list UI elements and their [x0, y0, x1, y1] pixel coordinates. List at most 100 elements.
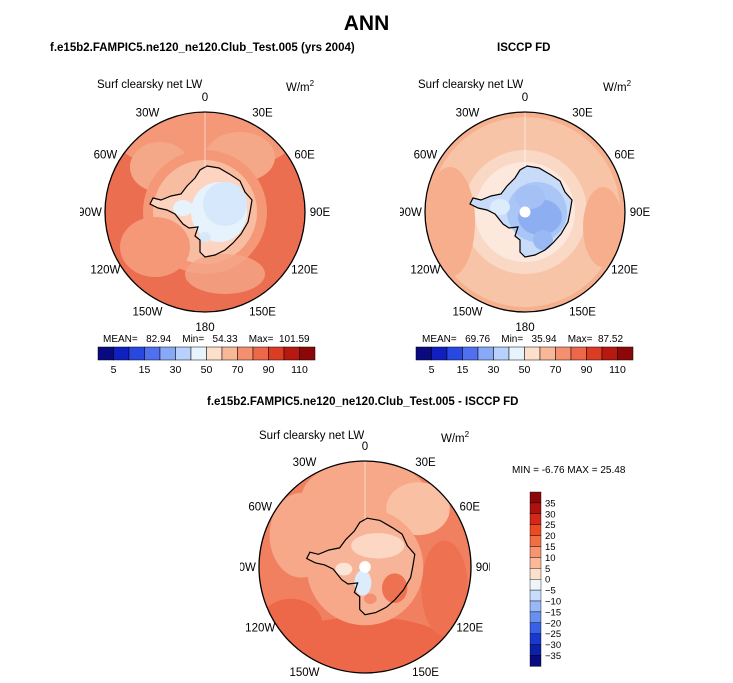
- interior-patch: [351, 533, 405, 559]
- colorbar-swatch: [529, 578, 542, 591]
- lon-label-30W: 30W: [136, 107, 160, 119]
- colorbar-label: 110: [291, 364, 308, 376]
- colorbar-swatch: [462, 346, 479, 361]
- lon-label-120E: 120E: [291, 265, 318, 277]
- colorbar-swatch: [529, 524, 542, 536]
- colorbar-label: 70: [550, 364, 562, 376]
- colorbar-label: 30: [545, 509, 556, 520]
- field-patch: [120, 217, 190, 277]
- top-right-variable-label: Surf clearsky net LW: [418, 79, 524, 91]
- colorbar-label: −35: [545, 651, 561, 662]
- colorbar-label: −25: [545, 629, 561, 640]
- antarctica-coastline: [469, 165, 573, 258]
- top-right-stats: MEAN= 69.76 Min= 35.94 Max= 87.52: [422, 334, 624, 345]
- lon-label-60W: 60W: [248, 502, 272, 514]
- top-left-polar-map: 0 30E 60E 90E 120E 150E 180 150W 120W 90W 60W 30W: [80, 92, 330, 334]
- colorbar-swatch: [529, 622, 542, 634]
- bottom-panel-title: f.e15b2.FAMPIC5.ne120_ne120.Club_Test.00…: [207, 396, 519, 408]
- colorbar-swatch: [508, 346, 525, 361]
- lon-label-90W: 90W: [400, 207, 422, 219]
- top-right-units-label: W/m2: [603, 79, 632, 94]
- top-right-panel-title: ISCCP FD: [497, 42, 551, 54]
- colorbar-label: 15: [457, 364, 469, 376]
- lon-label-0: 0: [522, 92, 528, 104]
- interior-patch: [515, 185, 545, 209]
- colorbar-swatch: [283, 346, 300, 361]
- colorbar-swatch: [252, 346, 269, 361]
- antarctica-coastline: [149, 165, 253, 258]
- lon-label-90W: 90W: [80, 207, 102, 219]
- colorbar-swatch: [529, 557, 542, 569]
- lon-label-30W: 30W: [456, 107, 480, 119]
- colorbar-swatch: [237, 346, 254, 361]
- field-patch: [583, 187, 623, 267]
- colorbar-label: 5: [545, 564, 550, 575]
- colorbar-swatch: [175, 346, 192, 361]
- colorbar-swatch: [529, 513, 542, 525]
- colorbar-swatch: [529, 600, 542, 613]
- field-patch: [280, 616, 450, 673]
- colorbar-swatch: [529, 633, 542, 645]
- top-left-variable-label: Surf clearsky net LW: [97, 79, 203, 91]
- map-border: [258, 460, 472, 674]
- main-title: ANN: [343, 12, 390, 35]
- lon-label-60E: 60E: [614, 150, 635, 162]
- colorbar-swatch: [97, 346, 114, 361]
- colorbar-swatch: [617, 346, 634, 361]
- colorbar-label: 25: [545, 520, 556, 531]
- colorbar-swatch: [524, 346, 541, 361]
- lon-label-150W: 150W: [132, 307, 162, 319]
- colorbar-label: 90: [263, 364, 275, 376]
- colorbar-swatch: [529, 502, 542, 514]
- colorbar-swatch: [529, 611, 542, 624]
- lon-label-120W: 120W: [245, 623, 275, 635]
- top-right-colorbar: 51530507090110130: [415, 346, 634, 376]
- bottom-minmax: MIN = -6.76 MAX = 25.48: [512, 465, 626, 476]
- colorbar-swatch: [128, 346, 145, 361]
- colorbar-swatch: [493, 346, 510, 361]
- pole-hole: [359, 561, 371, 573]
- field-patch: [386, 482, 450, 536]
- colorbar-label: 5: [429, 364, 435, 376]
- colorbar-label: −20: [545, 618, 561, 629]
- interior-patch: [533, 230, 553, 250]
- lon-label-60E: 60E: [460, 502, 481, 514]
- colorbar-label: −10: [545, 597, 561, 608]
- colorbar-swatch: [539, 346, 556, 361]
- lon-label-90E: 90E: [630, 207, 650, 219]
- colorbar-swatch: [144, 346, 161, 361]
- field-patch: [421, 540, 468, 636]
- bottom-variable-label: Surf clearsky net LW: [259, 430, 365, 442]
- colorbar-swatch: [446, 346, 463, 361]
- lon-label-30E: 30E: [415, 457, 436, 469]
- field-patch: [185, 254, 265, 294]
- colorbar-swatch: [113, 346, 130, 361]
- colorbar-label: 0: [545, 575, 550, 586]
- interior-patch: [354, 570, 372, 596]
- colorbar-swatch: [190, 346, 207, 361]
- colorbar-swatch: [268, 346, 285, 361]
- lon-label-60W: 60W: [94, 150, 118, 162]
- colorbar-swatch: [477, 346, 494, 361]
- lon-label-150W: 150W: [289, 667, 319, 679]
- lon-label-120E: 120E: [456, 623, 483, 635]
- interior-patch: [490, 199, 510, 215]
- colorbar-label: 20: [545, 531, 556, 542]
- colorbar-label: −15: [545, 607, 561, 618]
- colorbar-label: 35: [545, 498, 556, 509]
- top-left-colorbar: 51530507090110130: [97, 346, 316, 376]
- lon-label-30E: 30E: [572, 107, 593, 119]
- lon-label-180: 180: [515, 322, 534, 334]
- lon-label-90E: 90E: [310, 207, 330, 219]
- map-border: [424, 111, 626, 313]
- colorbar-swatch: [415, 346, 432, 361]
- lon-label-150E: 150E: [412, 667, 439, 679]
- colorbar-label: 15: [139, 364, 151, 376]
- colorbar-swatch: [529, 644, 542, 656]
- lon-label-90W: 90W: [240, 562, 256, 574]
- colorbar-label: 10: [545, 553, 556, 564]
- map-border: [104, 111, 306, 313]
- colorbar-swatch: [299, 346, 316, 361]
